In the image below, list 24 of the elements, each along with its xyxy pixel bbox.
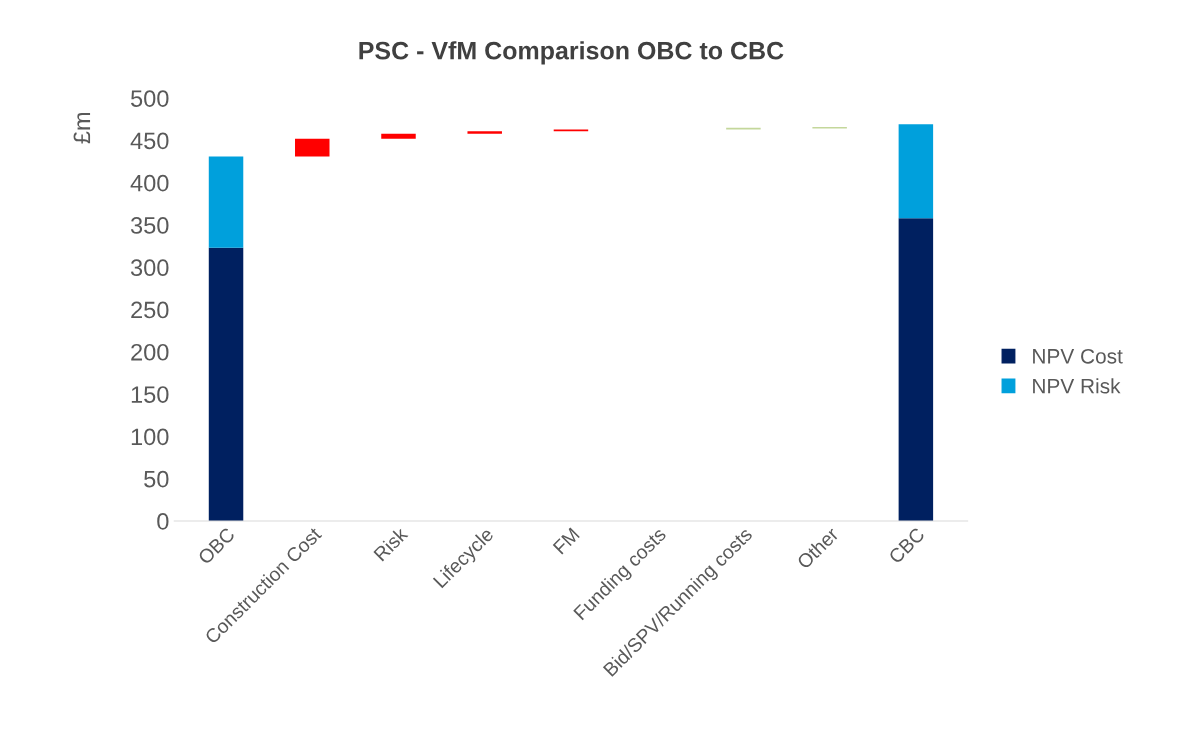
y-tick-label: 450 (130, 132, 169, 150)
y-tick-label: 0 (157, 513, 169, 530)
y-axis-title: £m (73, 112, 91, 144)
bar (295, 138, 330, 157)
y-tick-label: 250 (131, 301, 169, 319)
bar (208, 156, 244, 248)
bar (208, 247, 244, 521)
bar (381, 133, 416, 139)
y-tick-label: 50 (144, 470, 169, 488)
y-tick-label: 400 (130, 174, 169, 192)
chart-title: PSC - VfM Comparison OBC to CBC (359, 41, 784, 65)
x-tick-label: Risk (372, 525, 409, 562)
y-tick-label: 150 (131, 386, 169, 403)
legend-label: NPV Risk (1033, 378, 1121, 394)
legend-label: NPV Cost (1033, 348, 1123, 364)
y-tick-label: 100 (131, 428, 169, 446)
bar (898, 218, 934, 521)
bar (467, 131, 502, 134)
y-tick-label: 500 (130, 90, 169, 107)
y-tick-label: 350 (130, 217, 169, 234)
bar (898, 124, 934, 219)
x-tick-label: FM (552, 527, 580, 555)
y-tick-label: 200 (131, 343, 169, 361)
y-tick-label: 300 (130, 259, 169, 277)
